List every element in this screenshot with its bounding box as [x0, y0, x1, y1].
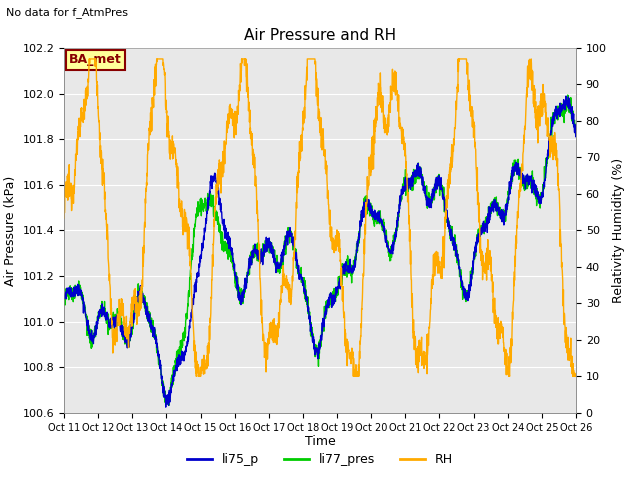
Text: BA_met: BA_met	[69, 53, 122, 66]
Text: No data for f_AtmPres: No data for f_AtmPres	[6, 7, 129, 18]
X-axis label: Time: Time	[305, 435, 335, 448]
Title: Air Pressure and RH: Air Pressure and RH	[244, 28, 396, 43]
Y-axis label: Relativity Humidity (%): Relativity Humidity (%)	[612, 158, 625, 303]
Legend: li75_p, li77_pres, RH: li75_p, li77_pres, RH	[182, 448, 458, 471]
Y-axis label: Air Pressure (kPa): Air Pressure (kPa)	[4, 175, 17, 286]
